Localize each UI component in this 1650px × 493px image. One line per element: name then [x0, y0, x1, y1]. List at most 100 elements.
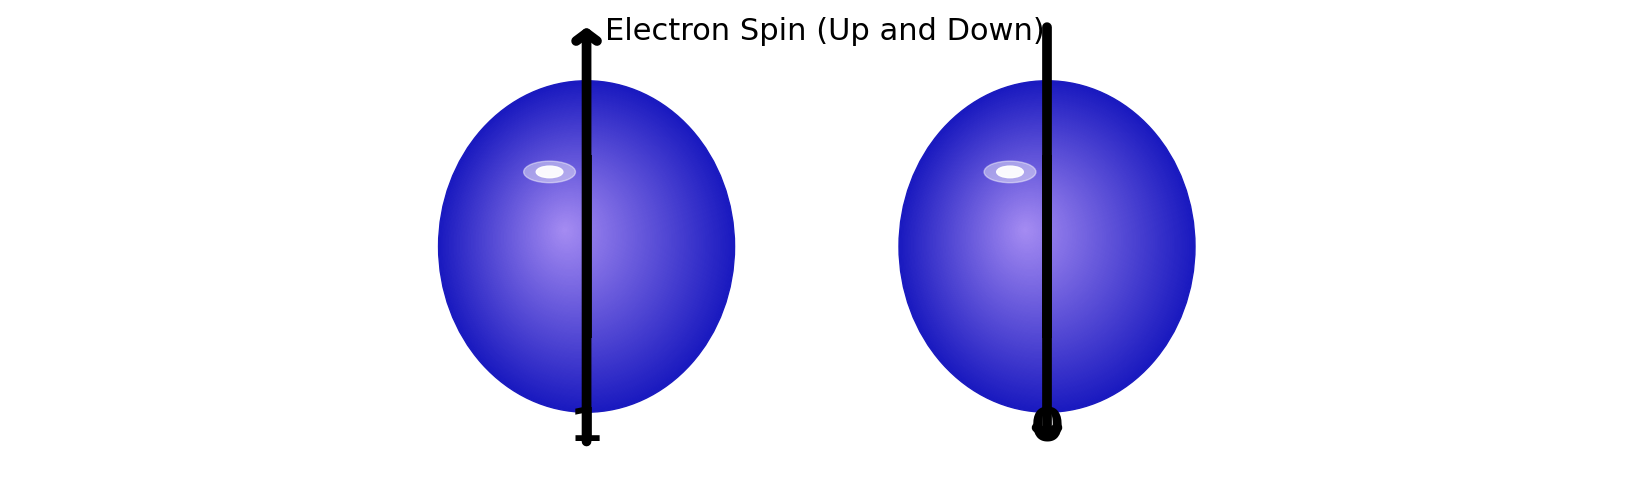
Ellipse shape	[540, 200, 599, 266]
Ellipse shape	[533, 193, 607, 276]
Ellipse shape	[470, 118, 691, 367]
Ellipse shape	[936, 124, 1147, 360]
Ellipse shape	[516, 174, 629, 298]
Ellipse shape	[531, 191, 609, 278]
Ellipse shape	[903, 84, 1191, 408]
Ellipse shape	[990, 189, 1071, 280]
Ellipse shape	[1016, 220, 1036, 241]
Ellipse shape	[442, 84, 731, 408]
Ellipse shape	[955, 148, 1119, 330]
Ellipse shape	[439, 81, 734, 412]
Ellipse shape	[444, 86, 728, 405]
Ellipse shape	[472, 120, 690, 364]
Ellipse shape	[987, 185, 1076, 284]
Ellipse shape	[1013, 217, 1040, 246]
Ellipse shape	[467, 114, 696, 371]
Ellipse shape	[906, 88, 1186, 403]
Ellipse shape	[544, 206, 592, 259]
Ellipse shape	[513, 169, 635, 305]
Text: 0: 0	[1031, 406, 1064, 451]
Ellipse shape	[942, 131, 1137, 351]
Ellipse shape	[498, 152, 653, 326]
Ellipse shape	[480, 129, 680, 353]
Ellipse shape	[988, 187, 1074, 282]
Ellipse shape	[446, 88, 726, 403]
Ellipse shape	[477, 126, 683, 357]
Ellipse shape	[493, 146, 660, 332]
Ellipse shape	[916, 101, 1172, 387]
Ellipse shape	[927, 114, 1157, 371]
Ellipse shape	[985, 183, 1077, 287]
Ellipse shape	[482, 133, 675, 349]
Ellipse shape	[1003, 204, 1054, 262]
Ellipse shape	[977, 174, 1089, 298]
Ellipse shape	[563, 228, 566, 232]
Ellipse shape	[455, 101, 711, 387]
Ellipse shape	[483, 135, 673, 346]
Ellipse shape	[536, 166, 563, 177]
Ellipse shape	[917, 103, 1170, 385]
Ellipse shape	[505, 159, 645, 317]
Ellipse shape	[492, 144, 662, 335]
Ellipse shape	[1015, 219, 1038, 244]
Ellipse shape	[525, 183, 617, 287]
Ellipse shape	[983, 181, 1081, 289]
Ellipse shape	[541, 202, 596, 264]
Ellipse shape	[950, 142, 1125, 337]
Ellipse shape	[457, 103, 710, 385]
Ellipse shape	[482, 131, 676, 351]
Ellipse shape	[474, 122, 688, 362]
Ellipse shape	[454, 100, 713, 389]
Ellipse shape	[488, 141, 667, 339]
Ellipse shape	[536, 196, 602, 271]
Ellipse shape	[914, 100, 1173, 389]
Ellipse shape	[450, 96, 718, 394]
Ellipse shape	[964, 157, 1107, 319]
Ellipse shape	[510, 165, 639, 310]
Text: 1: 1	[571, 406, 602, 451]
Ellipse shape	[931, 118, 1152, 367]
Ellipse shape	[980, 177, 1084, 294]
Ellipse shape	[908, 90, 1185, 401]
Ellipse shape	[944, 135, 1134, 346]
Ellipse shape	[997, 196, 1063, 271]
Ellipse shape	[449, 94, 719, 396]
Ellipse shape	[1006, 208, 1051, 257]
Ellipse shape	[957, 150, 1117, 328]
Ellipse shape	[512, 167, 637, 308]
Ellipse shape	[528, 187, 614, 282]
Ellipse shape	[530, 189, 610, 280]
Ellipse shape	[490, 142, 665, 337]
Ellipse shape	[960, 153, 1112, 323]
Ellipse shape	[469, 116, 695, 369]
Ellipse shape	[904, 86, 1188, 405]
Ellipse shape	[556, 220, 574, 241]
Ellipse shape	[899, 81, 1195, 412]
Ellipse shape	[922, 109, 1163, 378]
Ellipse shape	[970, 165, 1099, 310]
Ellipse shape	[921, 107, 1165, 380]
Ellipse shape	[523, 161, 576, 183]
Ellipse shape	[932, 120, 1150, 364]
Ellipse shape	[1008, 210, 1048, 255]
Ellipse shape	[944, 133, 1135, 349]
Ellipse shape	[515, 172, 630, 301]
Ellipse shape	[559, 224, 571, 237]
Ellipse shape	[460, 107, 705, 380]
Ellipse shape	[924, 110, 1162, 376]
Ellipse shape	[940, 129, 1140, 353]
Ellipse shape	[975, 170, 1092, 303]
Ellipse shape	[912, 98, 1176, 392]
Ellipse shape	[465, 112, 698, 374]
Ellipse shape	[1010, 211, 1046, 253]
Ellipse shape	[535, 195, 606, 273]
Ellipse shape	[1005, 206, 1053, 259]
Ellipse shape	[911, 94, 1180, 396]
Ellipse shape	[487, 139, 668, 342]
Ellipse shape	[549, 211, 586, 253]
Ellipse shape	[497, 150, 655, 328]
Ellipse shape	[993, 193, 1068, 276]
Ellipse shape	[959, 152, 1114, 326]
Ellipse shape	[452, 98, 716, 392]
Ellipse shape	[1002, 202, 1056, 264]
